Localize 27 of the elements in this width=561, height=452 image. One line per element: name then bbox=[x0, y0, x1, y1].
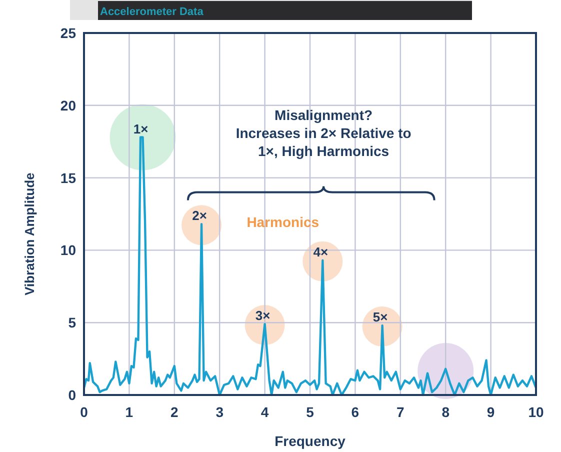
annotation: Misalignment? Increases in 2× Relative to 1×, High Harmonics bbox=[236, 106, 412, 159]
y-axis-title: Vibration Amplitude bbox=[22, 172, 37, 296]
y-tick-label: 20 bbox=[60, 97, 76, 114]
x-tick-label: 3 bbox=[216, 404, 224, 420]
x-tick-label: 5 bbox=[306, 404, 314, 420]
x-tick-label: 4 bbox=[260, 404, 269, 420]
y-tick-label: 15 bbox=[60, 170, 76, 186]
annotation: 1× bbox=[133, 121, 149, 136]
x-tick-label: 7 bbox=[396, 404, 404, 420]
annotation: 4× bbox=[313, 244, 328, 260]
x-tick-label: 8 bbox=[442, 404, 450, 420]
x-tick-label: 0 bbox=[80, 404, 88, 420]
x-tick-label: 1 bbox=[125, 404, 134, 420]
chart-title: Accelerometer Data bbox=[100, 6, 204, 18]
x-tick-label: 10 bbox=[528, 404, 544, 420]
annotation: 2× bbox=[192, 208, 208, 224]
annotation: Harmonics bbox=[246, 214, 320, 230]
annotation: 3× bbox=[255, 308, 271, 324]
y-tick-label: 10 bbox=[60, 242, 76, 258]
x-tick-label: 2 bbox=[170, 404, 178, 420]
x-tick-label: 6 bbox=[351, 404, 360, 420]
y-tick-label: 0 bbox=[68, 387, 76, 403]
y-tick-label: 25 bbox=[60, 25, 76, 41]
x-tick-label: 9 bbox=[486, 404, 495, 420]
y-tick-label: 5 bbox=[68, 314, 76, 331]
annotation: 5× bbox=[372, 309, 388, 324]
x-axis-title: Frequency bbox=[274, 433, 346, 449]
